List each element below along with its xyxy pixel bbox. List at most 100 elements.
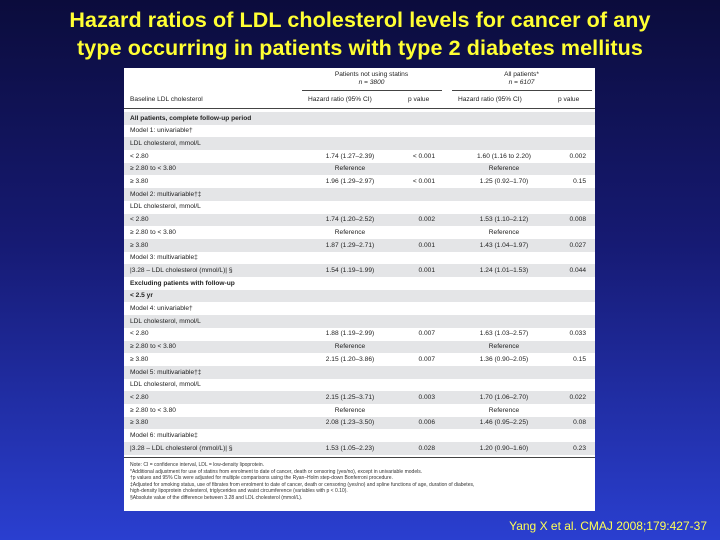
row-label: ≥ 2.80 to < 3.80 [130, 165, 176, 173]
row-label: ≥ 3.80 [130, 419, 149, 427]
hazard-ratio-all: 1.20 (0.90–1.60) [479, 444, 529, 452]
row-label: LDL cholesterol, mmol/L [130, 139, 201, 147]
row-label: Model 6: multivariable‡ [130, 432, 198, 440]
row-label: Model 3: multivariable‡ [130, 254, 198, 262]
hazard-ratio-table: Patients not using statins n = 3800 All … [124, 68, 595, 511]
row-label: ≥ 2.80 to < 3.80 [130, 406, 176, 414]
p-value-no-statins: 0.028 [418, 444, 435, 452]
hazard-ratio-no-statins: Reference [334, 228, 366, 236]
row-label: LDL cholesterol, mmol/L [130, 203, 201, 211]
table-bottom-rule [124, 457, 595, 458]
table-row: Model 1: univariable† [124, 125, 595, 138]
hazard-ratio-no-statins: Reference [334, 165, 366, 173]
hazard-ratio-all: Reference [488, 165, 520, 173]
footnote: high-density lipoprotein cholesterol, tr… [130, 488, 348, 494]
p-value-all: 0.002 [569, 152, 586, 160]
group-header-all-patients: All patients* n = 6107 [454, 71, 589, 87]
hazard-ratio-all: 1.70 (1.06–2.70) [479, 393, 529, 401]
table-row: LDL cholesterol, mmol/L [124, 201, 595, 214]
column-header-ldl: Baseline LDL cholesterol [130, 96, 203, 103]
hazard-ratio-all: 1.60 (1.16 to 2.20) [477, 152, 531, 160]
p-value-no-statins: 0.002 [418, 216, 435, 224]
table-row: < 2.80 1.88 (1.19–2.99) 0.007 1.63 (1.03–2.… [124, 328, 595, 341]
table-row: ≥ 2.80 to < 3.80 Reference Reference [124, 340, 595, 354]
slide-title: Hazard ratios of LDL cholesterol levels … [0, 6, 720, 62]
table-row: < 2.5 yr [124, 289, 595, 303]
table-row: LDL cholesterol, mmol/L [124, 137, 595, 151]
group-header-all-patients-title: All patients* [504, 71, 539, 78]
group-header-all-patients-n: n = 6107 [508, 79, 535, 86]
table-row: |3.28 – LDL cholesterol (mmol/L)| § 1.54 … [124, 264, 595, 278]
citation: Yang X et al. CMAJ 2008;179:427-37 [509, 519, 707, 533]
row-label: ≥ 2.80 to < 3.80 [130, 343, 176, 351]
row-label: All patients, complete follow-up period [130, 114, 252, 122]
table-row: LDL cholesterol, mmol/L [124, 379, 595, 392]
hazard-ratio-no-statins: 1.53 (1.05–2.23) [325, 444, 375, 452]
row-label: Model 2: multivariable†‡ [130, 190, 202, 198]
p-value-no-statins: 0.001 [418, 266, 435, 274]
hazard-ratio-all: 1.63 (1.03–2.57) [479, 330, 529, 338]
row-label: |3.28 – LDL cholesterol (mmol/L)| § [130, 444, 233, 452]
row-label: LDL cholesterol, mmol/L [130, 317, 201, 325]
row-label: Model 5: multivariable†‡ [130, 368, 202, 376]
table-row: < 2.80 2.15 (1.25–3.71) 0.003 1.70 (1.06–2.… [124, 391, 595, 405]
group-rule-1 [302, 90, 442, 91]
hazard-ratio-all: 1.24 (1.01–1.53) [479, 266, 529, 274]
row-label: Model 4: univariable† [130, 305, 193, 313]
table-row: < 2.80 1.74 (1.27–2.39) < 0.001 1.60 (1.16 … [124, 150, 595, 163]
table-group-header: Patients not using statins n = 3800 All … [124, 68, 595, 92]
p-value-no-statins: 0.001 [418, 241, 435, 249]
hazard-ratio-no-statins: 2.15 (1.20–3.86) [325, 355, 375, 363]
group-header-no-statins: Patients not using statins n = 3800 [304, 71, 439, 87]
row-label: < 2.80 [130, 393, 149, 401]
hazard-ratio-no-statins: 1.88 (1.19–2.99) [325, 330, 375, 338]
hazard-ratio-no-statins: 1.74 (1.20–2.52) [325, 216, 375, 224]
table-row: ≥ 3.80 1.87 (1.29–2.71) 0.001 1.43 (1.04–1.… [124, 239, 595, 252]
p-value-all: 0.15 [573, 178, 586, 186]
table-row: ≥ 2.80 to < 3.80 Reference Reference [124, 226, 595, 239]
p-value-all: 0.027 [569, 241, 586, 249]
row-label: ≥ 2.80 to < 3.80 [130, 228, 176, 236]
footnote: Note: CI = confidence interval, LDL = lo… [130, 462, 265, 468]
column-header-hr-2: Hazard ratio (95% CI) [458, 96, 522, 103]
column-header-p-1: p value [408, 96, 430, 103]
table-row: Model 4: univariable† [124, 303, 595, 316]
slide-title-line-1: Hazard ratios of LDL cholesterol levels … [69, 8, 651, 32]
table-row: Model 5: multivariable†‡ [124, 366, 595, 379]
p-value-no-statins: < 0.001 [412, 152, 435, 160]
hazard-ratio-all: 1.43 (1.04–1.97) [479, 241, 529, 249]
table-row: Model 6: multivariable‡ [124, 430, 595, 443]
hazard-ratio-no-statins: 1.87 (1.29–2.71) [325, 241, 375, 249]
header-bottom-rule [124, 108, 595, 109]
p-value-all: 0.044 [569, 266, 586, 274]
p-value-no-statins: 0.006 [418, 419, 435, 427]
row-label: < 2.5 yr [130, 292, 153, 300]
p-value-all: 0.033 [569, 330, 586, 338]
hazard-ratio-no-statins: Reference [334, 343, 366, 351]
hazard-ratio-all: 1.36 (0.90–2.05) [479, 355, 529, 363]
p-value-no-statins: 0.007 [418, 355, 435, 363]
hazard-ratio-all: 1.53 (1.10–2.12) [479, 216, 529, 224]
row-label: Model 1: univariable† [130, 127, 193, 135]
hazard-ratio-all: 1.46 (0.95–2.25) [479, 419, 529, 427]
table-row: |3.28 – LDL cholesterol (mmol/L)| § 1.53 … [124, 442, 595, 455]
table-row: < 2.80 1.74 (1.20–2.52) 0.002 1.53 (1.10–2.… [124, 213, 595, 227]
row-label: ≥ 3.80 [130, 241, 149, 249]
table-row: All patients, complete follow-up period [124, 112, 595, 125]
group-rule-2 [452, 90, 592, 91]
hazard-ratio-all: 1.25 (0.92–1.70) [479, 178, 529, 186]
p-value-all: 0.23 [573, 444, 586, 452]
footnote: §Absolute value of the difference betwee… [130, 494, 303, 501]
table-row: ≥ 3.80 2.15 (1.20–3.86) 0.007 1.36 (0.90–2.… [124, 353, 595, 366]
hazard-ratio-no-statins: 2.15 (1.25–3.71) [325, 393, 375, 401]
p-value-no-statins: 0.003 [418, 393, 435, 401]
table-column-header: Baseline LDL cholesterol Hazard ratio (9… [124, 93, 595, 107]
table-row: ≥ 2.80 to < 3.80 Reference Reference [124, 162, 595, 176]
table-footnotes: Note: CI = confidence interval, LDL = lo… [130, 462, 592, 501]
p-value-all: 0.08 [573, 419, 586, 427]
hazard-ratio-all: Reference [488, 228, 520, 236]
table-row: Model 2: multivariable†‡ [124, 188, 595, 201]
group-header-no-statins-n: n = 3800 [358, 79, 385, 86]
row-label: Excluding patients with follow-up [130, 279, 235, 287]
row-label: < 2.80 [130, 152, 149, 160]
